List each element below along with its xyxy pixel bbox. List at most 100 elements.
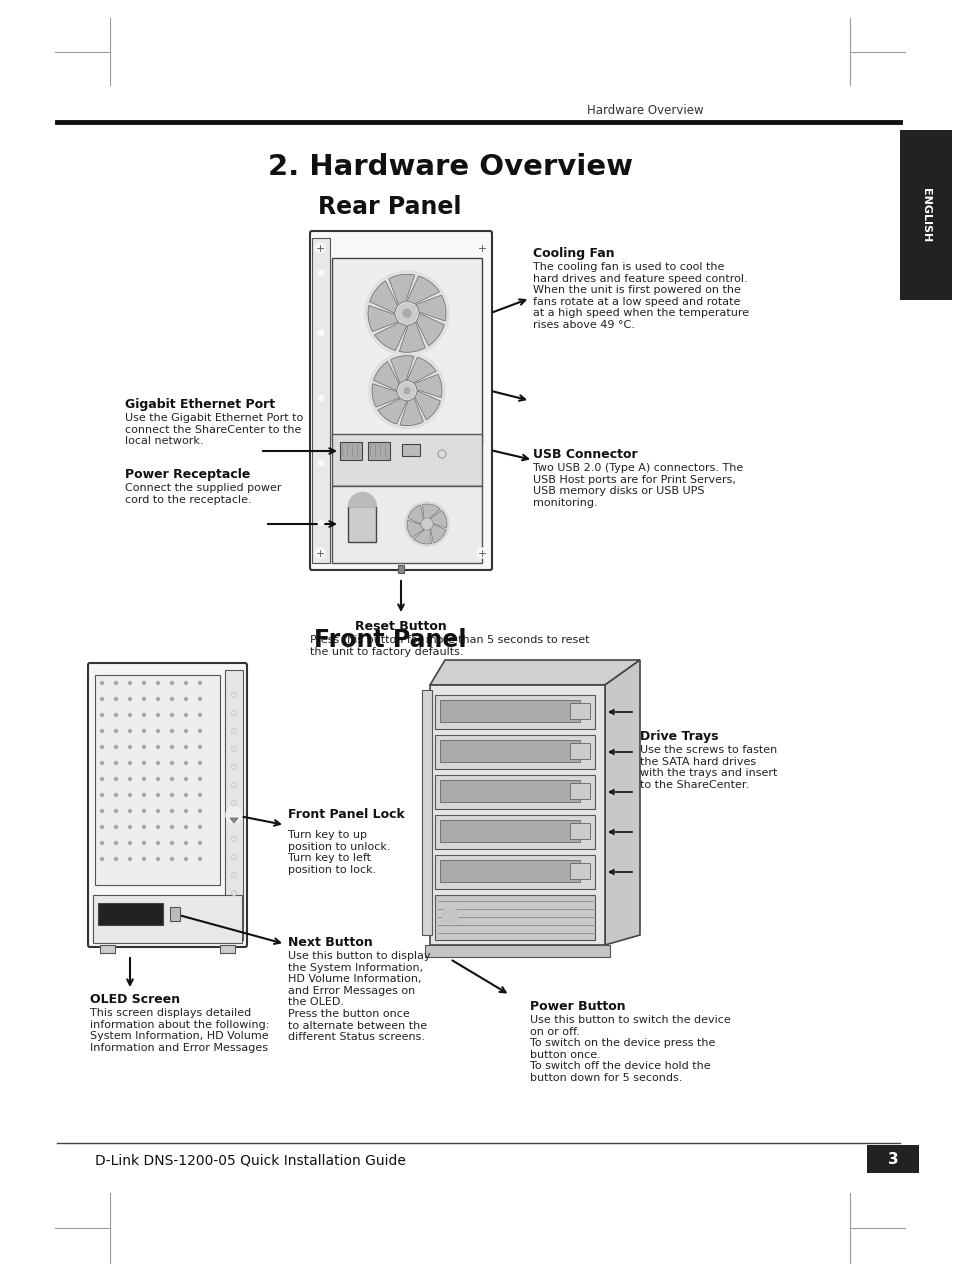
Circle shape bbox=[101, 730, 104, 732]
Circle shape bbox=[315, 548, 325, 558]
Circle shape bbox=[142, 794, 146, 796]
Circle shape bbox=[142, 858, 146, 860]
Polygon shape bbox=[417, 313, 444, 346]
Polygon shape bbox=[430, 510, 447, 528]
Polygon shape bbox=[407, 358, 436, 383]
Circle shape bbox=[129, 745, 132, 749]
Bar bbox=[570, 783, 590, 799]
Polygon shape bbox=[414, 529, 431, 544]
Circle shape bbox=[156, 777, 159, 781]
Text: USB Connector: USB Connector bbox=[533, 449, 637, 461]
Circle shape bbox=[184, 826, 187, 828]
Polygon shape bbox=[391, 355, 414, 383]
Circle shape bbox=[129, 794, 132, 796]
Circle shape bbox=[156, 681, 159, 685]
Text: Use this button to switch the device
on or off.
To switch on the device press th: Use this button to switch the device on … bbox=[530, 1015, 731, 1082]
Bar bbox=[220, 944, 235, 953]
Text: 3: 3 bbox=[888, 1151, 899, 1167]
Bar bbox=[225, 670, 243, 941]
Circle shape bbox=[171, 858, 174, 860]
Circle shape bbox=[199, 826, 202, 828]
Circle shape bbox=[101, 809, 104, 813]
Circle shape bbox=[142, 762, 146, 764]
Circle shape bbox=[142, 681, 146, 685]
Circle shape bbox=[199, 777, 202, 781]
Circle shape bbox=[101, 713, 104, 717]
Bar bbox=[95, 675, 220, 884]
Bar bbox=[425, 944, 610, 957]
Polygon shape bbox=[416, 295, 446, 321]
Text: Press this button for more than 5 seconds to reset
the unit to factory defaults.: Press this button for more than 5 second… bbox=[310, 635, 589, 657]
Circle shape bbox=[114, 681, 117, 685]
Circle shape bbox=[477, 548, 487, 558]
Bar bbox=[435, 815, 595, 849]
Circle shape bbox=[184, 794, 187, 796]
Circle shape bbox=[199, 794, 202, 796]
Circle shape bbox=[129, 826, 132, 828]
Circle shape bbox=[397, 303, 417, 323]
Circle shape bbox=[184, 777, 187, 781]
Circle shape bbox=[156, 745, 159, 749]
Circle shape bbox=[156, 713, 159, 717]
Bar bbox=[402, 443, 420, 456]
Circle shape bbox=[156, 794, 159, 796]
Circle shape bbox=[184, 681, 187, 685]
Circle shape bbox=[129, 730, 132, 732]
Circle shape bbox=[114, 858, 117, 860]
Circle shape bbox=[114, 809, 117, 813]
Text: Gigabit Ethernet Port: Gigabit Ethernet Port bbox=[125, 397, 276, 412]
Polygon shape bbox=[389, 275, 415, 304]
Circle shape bbox=[318, 270, 324, 276]
Circle shape bbox=[129, 841, 132, 845]
Circle shape bbox=[156, 858, 159, 860]
Circle shape bbox=[226, 806, 242, 823]
Polygon shape bbox=[399, 322, 425, 353]
Text: D-Link DNS-1200-05 Quick Installation Guide: D-Link DNS-1200-05 Quick Installation Gu… bbox=[95, 1154, 406, 1168]
Circle shape bbox=[184, 730, 187, 732]
Circle shape bbox=[184, 713, 187, 717]
Circle shape bbox=[199, 745, 202, 749]
Circle shape bbox=[199, 698, 202, 700]
Circle shape bbox=[399, 382, 415, 399]
Circle shape bbox=[101, 841, 104, 845]
Circle shape bbox=[156, 826, 159, 828]
Circle shape bbox=[184, 841, 187, 845]
Text: Connect the supplied power
cord to the receptacle.: Connect the supplied power cord to the r… bbox=[125, 483, 281, 505]
Polygon shape bbox=[407, 520, 424, 538]
Bar bbox=[430, 685, 605, 944]
Circle shape bbox=[171, 730, 174, 732]
Circle shape bbox=[184, 858, 187, 860]
Polygon shape bbox=[373, 362, 399, 391]
Circle shape bbox=[114, 777, 117, 781]
Circle shape bbox=[365, 271, 449, 355]
Circle shape bbox=[101, 794, 104, 796]
Circle shape bbox=[101, 745, 104, 749]
Bar bbox=[332, 258, 482, 442]
Polygon shape bbox=[378, 399, 407, 424]
Text: OLED Screen: OLED Screen bbox=[90, 993, 180, 1006]
Polygon shape bbox=[230, 818, 238, 823]
Bar bbox=[332, 486, 482, 564]
Text: Cooling Fan: Cooling Fan bbox=[533, 247, 614, 259]
Circle shape bbox=[142, 713, 146, 717]
Bar bbox=[867, 1145, 919, 1173]
Circle shape bbox=[422, 519, 432, 529]
Bar bbox=[570, 743, 590, 759]
Polygon shape bbox=[422, 504, 441, 519]
Circle shape bbox=[318, 395, 324, 401]
Circle shape bbox=[171, 826, 174, 828]
Bar bbox=[440, 820, 580, 842]
Circle shape bbox=[199, 858, 202, 860]
Bar bbox=[422, 690, 432, 935]
Text: Front Panel: Front Panel bbox=[314, 627, 467, 652]
Circle shape bbox=[171, 698, 174, 700]
FancyBboxPatch shape bbox=[310, 231, 492, 570]
Circle shape bbox=[369, 353, 445, 428]
Circle shape bbox=[114, 745, 117, 749]
Polygon shape bbox=[374, 322, 407, 350]
Circle shape bbox=[199, 730, 202, 732]
Text: Use the Gigabit Ethernet Port to
connect the ShareCenter to the
local network.: Use the Gigabit Ethernet Port to connect… bbox=[125, 413, 303, 446]
Circle shape bbox=[142, 698, 146, 700]
Bar bbox=[900, 130, 952, 300]
Bar bbox=[440, 860, 580, 882]
